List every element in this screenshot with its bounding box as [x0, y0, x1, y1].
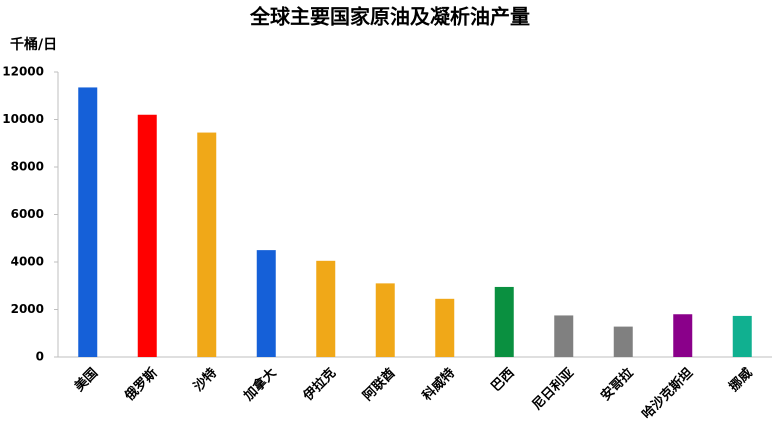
x-tick-label: 挪威 [726, 365, 756, 395]
chart-title: 全球主要国家原油及凝析油产量 [249, 5, 530, 29]
y-tick-label: 6000 [11, 207, 44, 221]
bar [554, 315, 574, 357]
y-tick-label: 12000 [2, 65, 44, 79]
bar [673, 314, 693, 357]
x-tick-label: 阿联酋 [360, 365, 399, 404]
x-tick-label: 俄罗斯 [121, 365, 161, 405]
bar [316, 260, 336, 357]
bar [197, 132, 217, 357]
bar [137, 114, 157, 357]
x-tick-label: 伊拉克 [299, 365, 339, 405]
bar [435, 298, 455, 357]
bar [732, 315, 752, 357]
bar [494, 286, 514, 357]
bar [256, 250, 276, 357]
bar [613, 326, 633, 357]
x-tick-label: 美国 [71, 365, 101, 395]
x-tick-label: 加拿大 [240, 365, 280, 405]
y-tick-label: 10000 [2, 112, 44, 126]
x-tick-label: 安哥拉 [598, 365, 637, 404]
bar [78, 87, 98, 357]
y-tick-label: 2000 [11, 302, 44, 316]
y-axis-label: 千桶/日 [10, 36, 57, 53]
x-tick-label: 巴西 [489, 366, 518, 395]
bar [375, 283, 395, 357]
y-tick-label: 8000 [11, 160, 44, 174]
y-tick-label: 0 [36, 350, 44, 364]
x-tick-label: 科威特 [419, 365, 458, 404]
y-tick-label: 4000 [11, 255, 44, 269]
x-tick-label: 沙特 [190, 365, 220, 395]
x-tick-label: 尼日利亚 [529, 365, 577, 413]
x-tick-label: 哈沙克斯坦 [639, 365, 696, 422]
